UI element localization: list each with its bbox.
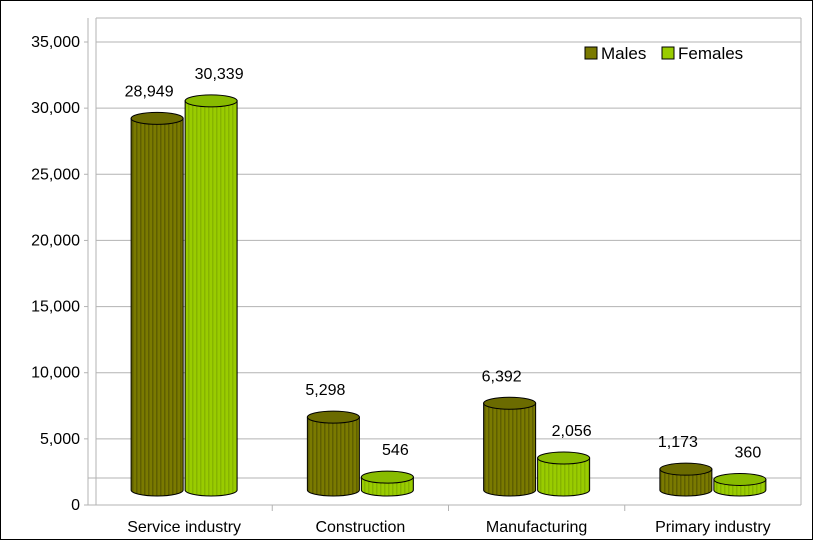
bar-females bbox=[713, 472, 767, 497]
data-label: 6,392 bbox=[482, 368, 522, 385]
bar-body bbox=[184, 100, 238, 497]
data-label: 1,173 bbox=[658, 434, 698, 451]
legend-label-males: Males bbox=[601, 44, 646, 63]
y-tick-label: 20,000 bbox=[31, 232, 80, 249]
bar-top bbox=[713, 472, 767, 486]
x-tick-label: Primary industry bbox=[655, 519, 771, 536]
data-label: 546 bbox=[382, 442, 409, 459]
y-tick-label: 5,000 bbox=[40, 431, 80, 448]
bar-body bbox=[537, 457, 591, 497]
x-tick-label: Construction bbox=[315, 519, 405, 536]
y-tick-label: 0 bbox=[71, 497, 80, 514]
bar-top bbox=[306, 410, 360, 424]
y-tick-label: 25,000 bbox=[31, 166, 80, 183]
bar-females bbox=[184, 94, 238, 497]
bar-body bbox=[130, 117, 184, 497]
bar-males bbox=[306, 410, 360, 497]
y-tick-label: 30,000 bbox=[31, 100, 80, 117]
legend-swatch-females bbox=[661, 46, 675, 60]
data-label: 30,339 bbox=[195, 66, 244, 83]
bar-top bbox=[130, 111, 184, 125]
data-label: 360 bbox=[735, 444, 762, 461]
bar-body bbox=[659, 468, 713, 497]
bar-top bbox=[537, 451, 591, 465]
bar-top bbox=[184, 94, 238, 108]
legend-label-females: Females bbox=[678, 44, 743, 63]
y-tick-label: 15,000 bbox=[31, 299, 80, 316]
data-label: 28,949 bbox=[125, 83, 174, 100]
y-tick-label: 35,000 bbox=[31, 34, 80, 51]
data-label: 2,056 bbox=[552, 423, 592, 440]
bar-top bbox=[360, 470, 414, 484]
bar-body bbox=[483, 402, 537, 497]
data-label: 5,298 bbox=[305, 382, 345, 399]
x-tick-label: Manufacturing bbox=[486, 519, 587, 536]
bar-females bbox=[537, 451, 591, 497]
x-tick-label: Service industry bbox=[127, 519, 241, 536]
bar-females bbox=[360, 470, 414, 497]
bar-males bbox=[130, 111, 184, 497]
y-tick-label: 10,000 bbox=[31, 365, 80, 382]
bar-males bbox=[483, 396, 537, 497]
legend-swatch-males bbox=[584, 46, 598, 60]
bar-top bbox=[483, 396, 537, 410]
bar-body bbox=[306, 416, 360, 497]
bar-top bbox=[659, 462, 713, 476]
bar-males bbox=[659, 462, 713, 497]
